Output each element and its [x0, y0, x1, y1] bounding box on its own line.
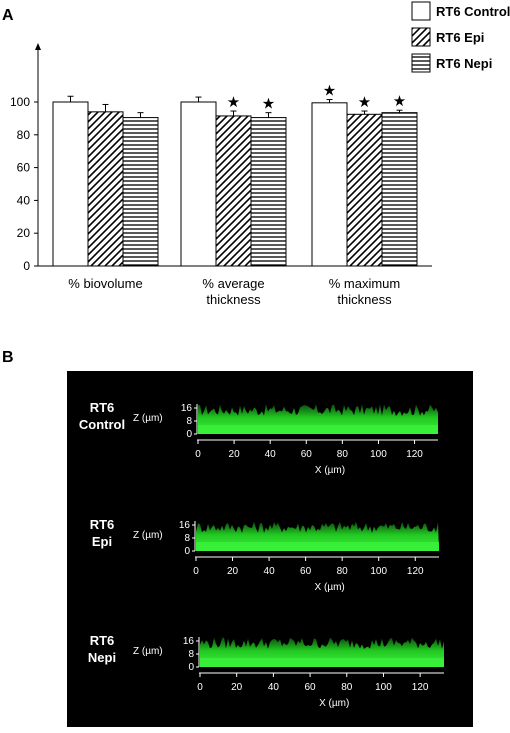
biofilm-base	[198, 425, 438, 434]
z-tick-label: 8	[188, 649, 194, 660]
z-tick-label: 0	[188, 662, 194, 673]
significance-star: ★	[323, 82, 336, 100]
z-axis-label: Z (µm)	[133, 413, 163, 424]
legend: RT6 Control RT6 Epi RT6 Nepi	[411, 1, 510, 73]
z-axis-label: Z (µm)	[133, 530, 163, 541]
y-tick-label: 0	[23, 259, 30, 273]
category-label: % biovolume	[68, 276, 142, 291]
bar	[250, 117, 287, 267]
x-tick-label: 60	[301, 449, 313, 460]
x-tick-label: 100	[375, 682, 392, 693]
sample-label-line2: Epi	[92, 534, 112, 549]
x-axis-label: X (µm)	[315, 465, 345, 476]
significance-star: ★	[358, 93, 371, 111]
z-tick-label: 0	[184, 546, 190, 557]
x-axis-label: X (µm)	[315, 582, 345, 593]
bar	[52, 101, 89, 267]
panel-a-label: A	[2, 7, 14, 24]
legend-label: RT6 Epi	[436, 30, 484, 45]
significance-star: ★	[227, 93, 240, 111]
legend-swatch	[411, 27, 431, 47]
x-axis-label: X (µm)	[319, 698, 349, 709]
legend-swatch	[411, 1, 431, 21]
x-tick-label: 100	[370, 566, 387, 577]
significance-star: ★	[393, 92, 406, 110]
x-tick-label: 100	[370, 449, 387, 460]
x-tick-label: 80	[337, 449, 349, 460]
significance-markers: ★ ★ ★ ★ ★	[227, 82, 406, 113]
y-tick-label: 40	[17, 193, 31, 207]
bar	[122, 117, 159, 267]
x-tick-label: 20	[227, 566, 239, 577]
legend-swatch	[411, 53, 431, 73]
x-tick-label: 40	[268, 682, 280, 693]
x-tick-label: 0	[195, 449, 201, 460]
y-tick-label: 60	[17, 161, 31, 175]
bars	[52, 101, 418, 267]
x-tick-label: 0	[197, 682, 203, 693]
bar	[215, 115, 252, 267]
sample-label-line2: Control	[79, 417, 125, 432]
z-axis-label: Z (µm)	[133, 646, 163, 657]
z-tick-label: 16	[181, 403, 193, 414]
sample-label-line1: RT6	[90, 633, 115, 648]
bar	[346, 113, 383, 267]
z-tick-label: 8	[184, 533, 190, 544]
sample-label-line2: Nepi	[88, 650, 116, 665]
bar	[180, 101, 217, 267]
x-tick-label: 20	[231, 682, 243, 693]
x-tick-label: 80	[337, 566, 349, 577]
x-tick-label: 0	[193, 566, 199, 577]
sample-label-line1: RT6	[90, 517, 115, 532]
significance-star: ★	[262, 95, 275, 113]
y-tick-label: 100	[10, 95, 30, 109]
error-bars	[67, 95, 403, 118]
x-tick-label: 80	[341, 682, 353, 693]
bar	[87, 111, 124, 267]
x-tick-label: 120	[412, 682, 429, 693]
z-tick-label: 16	[183, 636, 195, 647]
x-tick-label: 60	[305, 682, 317, 693]
biofilm-base	[196, 542, 439, 551]
bar	[381, 112, 418, 267]
biofilm-base	[200, 658, 444, 667]
y-axis-arrow	[35, 43, 41, 50]
panel-b-label: B	[2, 349, 14, 366]
x-tick-label: 120	[407, 566, 424, 577]
z-tick-label: 0	[186, 429, 192, 440]
y-ticks: 0 20 40 60 80 100	[10, 95, 38, 273]
sample-label-line1: RT6	[90, 400, 115, 415]
x-tick-label: 60	[300, 566, 312, 577]
legend-label: RT6 Control	[436, 4, 510, 19]
x-tick-label: 120	[406, 449, 423, 460]
legend-label: RT6 Nepi	[436, 56, 492, 71]
bar	[311, 102, 348, 267]
category-label: % average	[202, 276, 264, 291]
x-tick-label: 40	[264, 566, 276, 577]
z-tick-label: 8	[186, 416, 192, 427]
category-label: % maximum	[329, 276, 401, 291]
z-tick-label: 16	[179, 520, 191, 531]
y-tick-label: 80	[17, 128, 31, 142]
x-tick-label: 40	[265, 449, 277, 460]
x-tick-label: 20	[229, 449, 241, 460]
category-label: thickness	[206, 292, 261, 307]
category-label: thickness	[337, 292, 392, 307]
y-tick-label: 20	[17, 226, 31, 240]
